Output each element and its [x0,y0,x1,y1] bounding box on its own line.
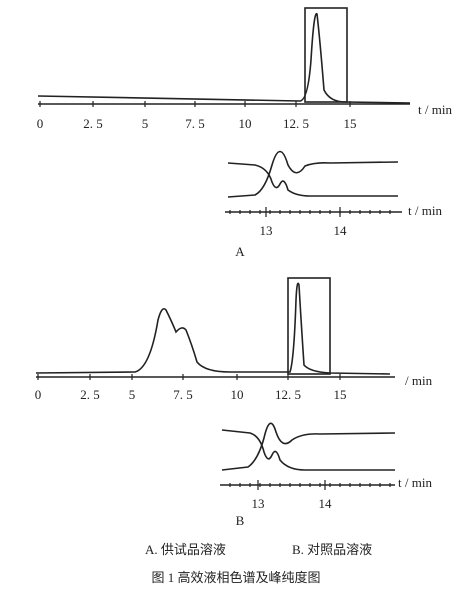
purity-inset-a [225,150,402,213]
trace [37,13,411,104]
purity-inset-b [220,422,396,486]
panel-label: A [235,244,245,259]
x-tick-label: 15 [344,116,357,131]
x-tick-label: 14 [319,496,333,511]
x-tick-label: 10 [231,387,244,402]
x-tick-label: 2. 5 [83,116,103,131]
peak-window [304,7,348,103]
trace [221,429,395,471]
x-tick-label: 2. 5 [80,387,100,402]
x-tick-label: 0 [35,387,42,402]
axis-label: t / min [398,475,432,490]
trace [227,150,399,198]
peak-window [287,277,331,375]
x-tick-label: 5 [142,116,149,131]
trace [227,162,398,197]
x-tick-label: 15 [334,387,347,402]
trace [221,422,396,471]
chromatogram-b [35,277,395,378]
caption-legend: B. 对照品溶液 [292,542,372,557]
x-tick-label: 12. 5 [283,116,309,131]
trace [35,282,391,375]
x-tick-label: 12. 5 [275,387,301,402]
axis-label: t / min [418,102,452,117]
x-tick-label: 7. 5 [185,116,205,131]
x-tick-label: 10 [239,116,252,131]
x-tick-label: 13 [260,223,273,238]
caption-legend: A. 供试品溶液 [145,542,226,557]
x-tick-label: 0 [37,116,44,131]
chromatogram-a [37,7,411,105]
panel-label: B [236,513,245,528]
x-tick-label: 13 [252,496,265,511]
axis-label: t / min [408,203,442,218]
x-tick-label: 14 [334,223,348,238]
x-tick-label: 7. 5 [173,387,193,402]
x-tick-label: 5 [129,387,136,402]
axis-label: / min [405,373,433,388]
caption-title: 图 1 高效液相色谱及峰纯度图 [151,570,320,585]
